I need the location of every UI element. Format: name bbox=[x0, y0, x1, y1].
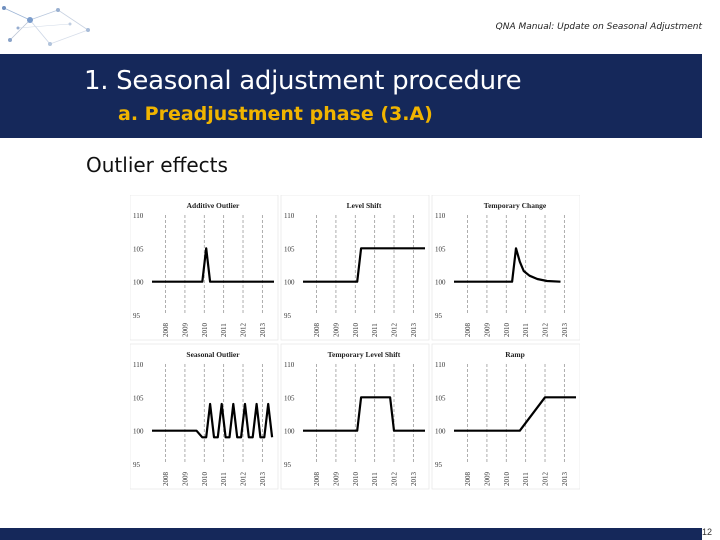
x-tick-label: 2008 bbox=[313, 472, 321, 487]
series-line bbox=[152, 402, 274, 439]
y-tick-label: 100 bbox=[133, 428, 144, 436]
x-tick-label: 2010 bbox=[352, 323, 360, 338]
y-tick-label: 105 bbox=[284, 394, 295, 402]
y-tick-label: 105 bbox=[284, 245, 295, 253]
x-tick-label: 2009 bbox=[483, 323, 491, 338]
y-tick-label: 105 bbox=[435, 394, 446, 402]
y-tick-label: 95 bbox=[133, 461, 141, 469]
chart-title: Temporary Level Shift bbox=[328, 350, 401, 359]
x-tick-label: 2013 bbox=[410, 323, 418, 338]
y-tick-label: 100 bbox=[133, 279, 144, 287]
outlier-charts-grid: Additive Outlier 95 100 105 110 2008 2009 2010 2… bbox=[130, 195, 580, 490]
chart-panel-1: Additive Outlier 95 100 105 110 2008 2009 2010 2… bbox=[130, 195, 279, 341]
x-tick-label: 2013 bbox=[259, 323, 267, 338]
page-subtitle: a. Preadjustment phase (3.A) bbox=[118, 103, 433, 125]
y-tick-label: 110 bbox=[435, 212, 446, 220]
chart-panel-4: Seasonal Outlier 95 100 105 110 2008 2009 2010 2… bbox=[130, 343, 279, 490]
x-tick-label: 2013 bbox=[561, 323, 569, 338]
x-tick-label: 2013 bbox=[410, 472, 418, 487]
x-tick-label: 2011 bbox=[371, 472, 379, 486]
y-tick-label: 110 bbox=[435, 361, 446, 369]
y-tick-label: 95 bbox=[133, 312, 141, 320]
y-tick-label: 100 bbox=[284, 428, 295, 436]
series-line bbox=[454, 396, 576, 432]
y-tick-label: 100 bbox=[284, 279, 295, 287]
y-tick-label: 110 bbox=[284, 361, 295, 369]
series-line bbox=[152, 247, 274, 283]
x-tick-label: 2012 bbox=[542, 472, 550, 487]
x-tick-label: 2009 bbox=[181, 323, 189, 338]
y-tick-label: 100 bbox=[435, 279, 446, 287]
page-title: 1. Seasonal adjustment procedure bbox=[84, 66, 522, 96]
x-tick-label: 2010 bbox=[503, 323, 511, 338]
x-tick-label: 2013 bbox=[561, 472, 569, 487]
x-tick-label: 2009 bbox=[332, 472, 340, 487]
x-tick-label: 2011 bbox=[371, 323, 379, 337]
x-tick-label: 2011 bbox=[220, 323, 228, 337]
chart-title: Seasonal Outlier bbox=[186, 350, 240, 359]
chart-panel-3: Temporary Change 95 100 105 110 2008 2009 2010 2… bbox=[431, 195, 580, 341]
page-number: 12 bbox=[701, 527, 712, 537]
x-tick-label: 2008 bbox=[313, 323, 321, 338]
y-tick-label: 95 bbox=[435, 312, 443, 320]
y-tick-label: 95 bbox=[284, 312, 292, 320]
footer-bar bbox=[0, 528, 702, 540]
x-tick-label: 2008 bbox=[464, 323, 472, 338]
x-tick-label: 2012 bbox=[240, 472, 248, 487]
x-tick-label: 2008 bbox=[162, 472, 170, 487]
y-tick-label: 95 bbox=[435, 461, 443, 469]
logo-network-graphic bbox=[2, 6, 90, 46]
x-tick-label: 2008 bbox=[464, 472, 472, 487]
x-tick-label: 2010 bbox=[201, 323, 209, 338]
series-line bbox=[454, 247, 561, 283]
x-tick-label: 2012 bbox=[391, 472, 399, 487]
y-tick-label: 100 bbox=[435, 428, 446, 436]
x-tick-label: 2010 bbox=[352, 472, 360, 487]
series-line bbox=[303, 247, 425, 283]
x-tick-label: 2012 bbox=[240, 323, 248, 338]
y-tick-label: 105 bbox=[133, 394, 144, 402]
x-tick-label: 2011 bbox=[522, 472, 530, 486]
y-tick-label: 110 bbox=[284, 212, 295, 220]
header-note: QNA Manual: Update on Seasonal Adjustmen… bbox=[495, 22, 702, 32]
x-tick-label: 2013 bbox=[259, 472, 267, 487]
title-band bbox=[0, 54, 702, 138]
x-tick-label: 2012 bbox=[391, 323, 399, 338]
chart-title: Temporary Change bbox=[484, 201, 547, 210]
chart-panel-5: Temporary Level Shift 95 100 105 110 2008 2009… bbox=[280, 343, 430, 490]
chart-title: Additive Outlier bbox=[187, 201, 240, 210]
chart-title: Ramp bbox=[505, 350, 525, 359]
chart-title: Level Shift bbox=[347, 201, 382, 210]
x-tick-label: 2011 bbox=[220, 472, 228, 486]
x-tick-label: 2012 bbox=[542, 323, 550, 338]
x-tick-label: 2011 bbox=[522, 323, 530, 337]
x-tick-label: 2009 bbox=[483, 472, 491, 487]
y-tick-label: 105 bbox=[133, 245, 144, 253]
x-tick-label: 2010 bbox=[201, 472, 209, 487]
y-tick-label: 105 bbox=[435, 245, 446, 253]
y-tick-label: 95 bbox=[284, 461, 292, 469]
x-tick-label: 2008 bbox=[162, 323, 170, 338]
series-line bbox=[303, 396, 425, 432]
y-tick-label: 110 bbox=[133, 361, 144, 369]
chart-panel-6: Ramp 95 100 105 110 2008 2009 2010 2011 2012 2013 bbox=[431, 343, 580, 490]
chart-panel-2: Level Shift 95 100 105 110 2008 2009 2010 2011 20… bbox=[280, 195, 430, 341]
section-heading: Outlier effects bbox=[86, 153, 228, 177]
x-tick-label: 2009 bbox=[332, 323, 340, 338]
x-tick-label: 2010 bbox=[503, 472, 511, 487]
y-tick-label: 110 bbox=[133, 212, 144, 220]
x-tick-label: 2009 bbox=[181, 472, 189, 487]
